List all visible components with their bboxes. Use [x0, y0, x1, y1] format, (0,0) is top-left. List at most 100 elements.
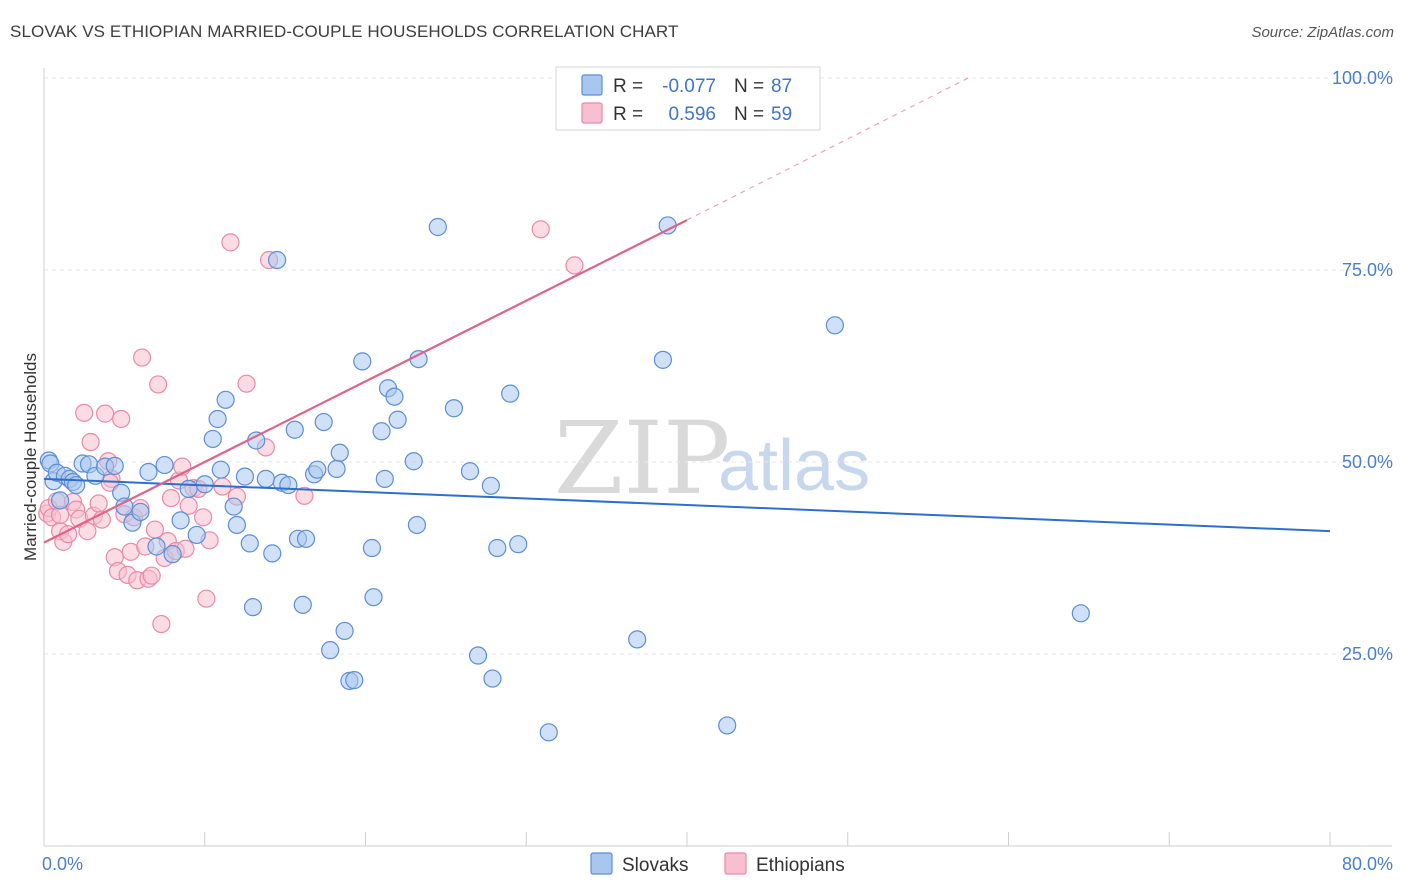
chart-source: Source: ZipAtlas.com [1251, 24, 1394, 41]
slovak-point [131, 502, 150, 522]
slovak-point [314, 412, 333, 432]
legend-r-label-slovaks: R = [613, 76, 643, 97]
chart-title: SLOVAK VS ETHIOPIAN MARRIED-COUPLE HOUSE… [10, 22, 679, 41]
slovak-point [179, 479, 198, 498]
ethiopian-point [142, 566, 161, 585]
slovak-point [285, 420, 304, 439]
slovak-point [155, 455, 174, 475]
slovak-point [335, 621, 354, 641]
slovak-point [308, 460, 327, 479]
slovak-point [240, 534, 259, 553]
series-legend: Slovaks Ethiopians [590, 852, 845, 876]
gridlines [44, 77, 1392, 655]
legend-r-label-ethiopians: R = [613, 104, 643, 125]
slovak-point [235, 467, 255, 486]
slovak-point [372, 422, 391, 441]
trend-lines [43, 77, 1331, 544]
watermark-zip: ZIP [554, 400, 730, 517]
ethiopian-point [565, 256, 584, 275]
slovak-point [321, 641, 340, 660]
slovak-point [825, 316, 844, 335]
ethiopian-point [161, 488, 181, 508]
legend-n-value-ethiopians: 59 [771, 104, 792, 125]
ethiopian-point [132, 348, 152, 367]
slovak-point [243, 598, 263, 617]
slovak-point [353, 352, 372, 371]
series-legend-swatch-slovaks [590, 852, 613, 875]
slovak-point [279, 475, 298, 495]
ethiopian-trend-extension [686, 77, 969, 221]
slovak-point [267, 250, 287, 270]
ethiopian-point [531, 220, 550, 239]
y-tick-label-25: 25.0% [1342, 644, 1393, 664]
slovak-point [409, 349, 428, 369]
slovak-point [1071, 604, 1090, 623]
slovak-point [718, 716, 737, 735]
slovak-point [147, 537, 166, 556]
slovak-point [460, 462, 480, 481]
legend-n-label-slovaks: N = [734, 76, 764, 97]
slovak-point [330, 443, 349, 462]
series-legend-label-slovaks: Slovaks [622, 855, 689, 876]
slovak-trend-line [43, 477, 1331, 533]
slovak-point [293, 595, 312, 614]
ethiopian-point [221, 233, 240, 252]
series-legend-label-ethiopians: Ethiopians [756, 855, 845, 876]
slovak-point [428, 217, 447, 237]
slovak-point [224, 497, 243, 516]
slovak-point [211, 460, 230, 479]
slovak-point [483, 669, 502, 688]
ethiopian-point [95, 404, 115, 423]
y-tick-label-100: 100.0% [1332, 68, 1393, 88]
slovak-point [375, 469, 394, 488]
ethiopian-trend-line [43, 219, 688, 544]
slovak-point [105, 456, 124, 475]
x-tick-label-min: 0.0% [42, 854, 83, 874]
x-axis-ticks [43, 832, 1331, 846]
ethiopian-points [38, 220, 584, 634]
ethiopian-point [197, 589, 216, 608]
legend-r-value-ethiopians: 0.596 [668, 104, 716, 125]
ethiopian-point [75, 403, 94, 422]
slovak-point [227, 515, 246, 535]
ethiopian-point [237, 374, 256, 393]
y-axis-tick-labels: 25.0% 50.0% 75.0% 100.0% [1332, 68, 1393, 664]
legend-n-label-ethiopians: N = [734, 104, 764, 125]
slovak-point [256, 469, 275, 488]
slovak-point [388, 410, 407, 429]
slovak-point [539, 723, 558, 742]
ethiopian-point [149, 375, 168, 394]
slovak-point [364, 588, 383, 607]
slovak-point [50, 491, 70, 510]
watermark-atlas: atlas [718, 426, 870, 506]
ethiopian-point [81, 432, 100, 452]
slovak-point [216, 390, 235, 409]
stats-legend: R = -0.077 N = 87 R = 0.596 N = 59 [555, 66, 821, 131]
legend-r-value-slovaks: -0.077 [662, 76, 716, 97]
y-tick-label-50: 50.0% [1342, 452, 1393, 472]
slovak-point [501, 384, 520, 403]
slovak-point [139, 462, 158, 482]
slovak-point [115, 497, 134, 516]
series-legend-swatch-ethiopians [724, 852, 747, 875]
slovak-point [658, 216, 677, 235]
ethiopian-point [295, 486, 314, 505]
ethiopian-point [89, 494, 108, 513]
slovak-point [488, 538, 507, 558]
slovak-point [468, 646, 488, 665]
slovak-point [404, 452, 423, 471]
ethiopian-point [152, 614, 171, 634]
slovak-point [385, 387, 404, 406]
slovak-point [653, 350, 672, 369]
slovak-point [345, 671, 364, 690]
ethiopian-point [194, 508, 213, 527]
legend-n-value-slovaks: 87 [771, 76, 792, 97]
slovak-point [509, 535, 528, 554]
slovak-point [247, 431, 266, 450]
slovak-point [444, 399, 464, 418]
y-axis-title: Married-couple Households [21, 353, 40, 561]
slovak-point [263, 544, 282, 563]
slovak-point [362, 538, 382, 558]
y-tick-label-75: 75.0% [1342, 260, 1393, 280]
